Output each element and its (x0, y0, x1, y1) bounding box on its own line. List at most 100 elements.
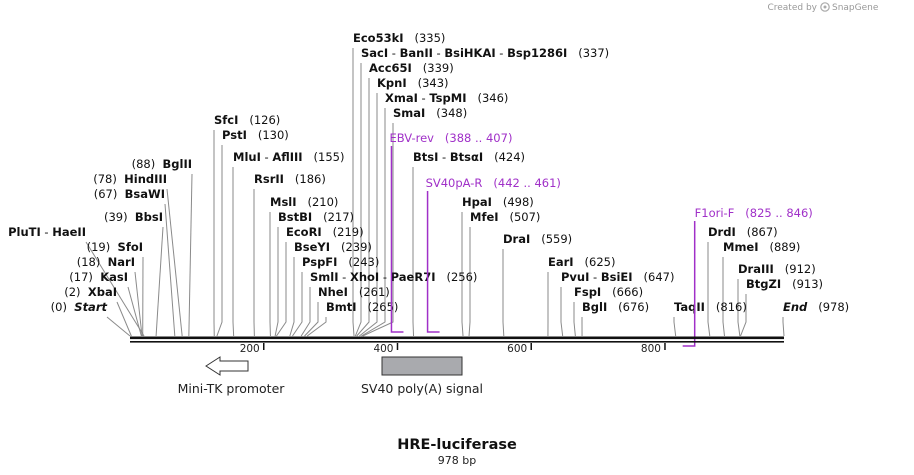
site-label-psti-130[interactable]: PstI (130) (222, 128, 289, 142)
site-label-nhei-261[interactable]: NheI (261) (318, 285, 390, 299)
scale-tick-label: 400 (373, 343, 393, 355)
sequence-backbone[interactable] (130, 336, 784, 343)
site-label-xbai-2[interactable]: (2) XbaI (64, 285, 117, 299)
site-leader-line (461, 212, 464, 337)
site-position: (239) (330, 240, 372, 254)
site-label-acc65i-339[interactable]: Acc65I (339) (369, 61, 454, 75)
site-label-hindiii-78[interactable]: (78) HindIII (93, 172, 167, 186)
site-position: (889) (759, 240, 801, 254)
site-leader-line (412, 167, 415, 337)
enzyme-name: Start (74, 300, 107, 314)
primer-ebv-rev[interactable]: EBV-rev (388 .. 407) (389, 131, 512, 333)
site-leader-line (116, 301, 132, 337)
primer-range: (442 .. 461) (482, 176, 560, 190)
site-label-draiii-912[interactable]: DraIII (912) (738, 262, 816, 276)
site-label-drai-559[interactable]: DraI (559) (503, 232, 572, 246)
site-leader-line (289, 257, 295, 337)
site-label-bbsi-39[interactable]: (39) BbsI (104, 210, 163, 224)
site-label-kpni-343[interactable]: KpnI (343) (377, 76, 449, 90)
enzyme-name: BsiEI (601, 270, 633, 284)
site-label-msli-210[interactable]: MslI (210) (270, 195, 338, 209)
site-label-end-978[interactable]: End (978) (783, 300, 849, 314)
site-label-kasi-17[interactable]: (17) KasI (69, 270, 128, 284)
site-label-btgzi-913[interactable]: BtgZI (913) (746, 277, 823, 291)
map-length: 978 bp (438, 454, 476, 467)
site-label-bmti-265[interactable]: BmtI (265) (326, 300, 398, 314)
site-leader-line (216, 145, 223, 337)
enzyme-name: SfcI (214, 113, 238, 127)
enzyme-name: DraIII (738, 262, 774, 276)
enzyme-name: NarI (108, 255, 135, 269)
enzyme-name: TaqII (674, 300, 705, 314)
site-leader-lines (85, 48, 785, 337)
site-leader-line (232, 167, 235, 337)
site-label-saci-337[interactable]: SacI - BanII - BsiHKAI - Bsp1286I (337) (361, 46, 609, 60)
site-label-mlui-155[interactable]: MluI - AflIII (155) (233, 150, 344, 164)
site-label-bsawi-67[interactable]: (67) BsaWI (94, 187, 165, 201)
enzyme-name: BtgZI (746, 277, 781, 291)
site-label-eco53ki-335[interactable]: Eco53kI (335) (353, 31, 445, 45)
site-labels: (0) Start(2) XbaI(17) KasI(18) NarI(19) … (0, 31, 849, 314)
site-leader-line (740, 294, 747, 337)
site-label-bstbi-217[interactable]: BstBI (217) (278, 210, 354, 224)
site-label-xmai-346[interactable]: XmaI - TspMI (346) (385, 91, 508, 105)
enzyme-name: DrdI (708, 225, 736, 239)
site-leader-line (304, 302, 319, 337)
site-label-drdi-867[interactable]: DrdI (867) (708, 225, 778, 239)
primer-sv40pa-r[interactable]: SV40pA-R (442 .. 461) (426, 176, 561, 333)
site-label-mfei-507[interactable]: MfeI (507) (470, 210, 540, 224)
primer-label: EBV-rev (388 .. 407) (389, 131, 512, 145)
site-label-bgli-676[interactable]: BglI (676) (582, 300, 649, 314)
feature-sv40-poly-a-signal[interactable]: SV40 poly(A) signal (361, 356, 483, 396)
site-leader-line (782, 317, 785, 337)
site-label-start-0[interactable]: (0) Start (51, 300, 108, 314)
primer-range: (388 .. 407) (434, 131, 512, 145)
feature-mini-tk-promoter[interactable]: Mini-TK promoter (178, 356, 286, 396)
site-position: (339) (412, 61, 454, 75)
site-leader-line (164, 203, 176, 337)
site-label-mmei-889[interactable]: MmeI (889) (723, 240, 800, 254)
enzyme-name: BsiHKAI (444, 46, 495, 60)
site-position: (559) (530, 232, 572, 246)
site-position: (18) (77, 255, 108, 269)
enzyme-name: BtsαI (450, 150, 483, 164)
site-label-smai-348[interactable]: SmaI (348) (393, 106, 467, 120)
site-label-smli-256[interactable]: SmlI - XhoI - PaeR7I (256) (310, 270, 477, 284)
site-label-sfoi-19[interactable]: (19) SfoI (87, 240, 143, 254)
site-position: (256) (436, 270, 478, 284)
site-label-sfci-126[interactable]: SfcI (126) (214, 113, 280, 127)
enzyme-name: EcoRI (286, 225, 322, 239)
snapgene-credit: Created by SnapGene (767, 2, 879, 13)
site-label-ecori-219[interactable]: EcoRI (219) (286, 225, 364, 239)
site-label-nari-18[interactable]: (18) NarI (77, 255, 135, 269)
site-label-rsrii-186[interactable]: RsrII (186) (254, 172, 326, 186)
site-leader-line (276, 242, 287, 337)
site-leader-line (362, 123, 394, 337)
primer-f1ori-f[interactable]: F1ori-F (825 .. 846) (682, 206, 813, 347)
site-leader-line (166, 188, 183, 337)
site-label-eari-625[interactable]: EarI (625) (548, 255, 615, 269)
site-label-taqii-816[interactable]: TaqII (816) (674, 300, 747, 314)
site-position: (67) (94, 187, 125, 201)
site-label-pspfi-243[interactable]: PspFI (243) (302, 255, 379, 269)
enzyme-name: BmtI (326, 300, 357, 314)
site-label-pluti-21[interactable]: (21) PluTI - HaeII (0, 225, 86, 239)
site-label-fspi-666[interactable]: FspI (666) (574, 285, 643, 299)
site-position: (343) (407, 76, 449, 90)
enzyme-name: PaeR7I (391, 270, 436, 284)
site-position: (126) (238, 113, 280, 127)
enzyme-name: MslI (270, 195, 297, 209)
site-separator: - (589, 270, 600, 284)
site-label-btsi-424[interactable]: BtsI - BtsαI (424) (413, 150, 525, 164)
enzyme-name: XbaI (88, 285, 117, 299)
site-label-bseyi-239[interactable]: BseYI (239) (294, 240, 372, 254)
site-label-hpai-498[interactable]: HpaI (498) (462, 195, 534, 209)
site-leader-line (155, 226, 164, 337)
site-leader-line (707, 242, 711, 337)
site-leader-line (468, 227, 471, 337)
site-position: (265) (357, 300, 399, 314)
primer-name: SV40pA-R (426, 176, 483, 190)
site-label-pvui-647[interactable]: PvuI - BsiEI (647) (561, 270, 674, 284)
site-label-bglii-88[interactable]: (88) BglII (132, 157, 192, 171)
